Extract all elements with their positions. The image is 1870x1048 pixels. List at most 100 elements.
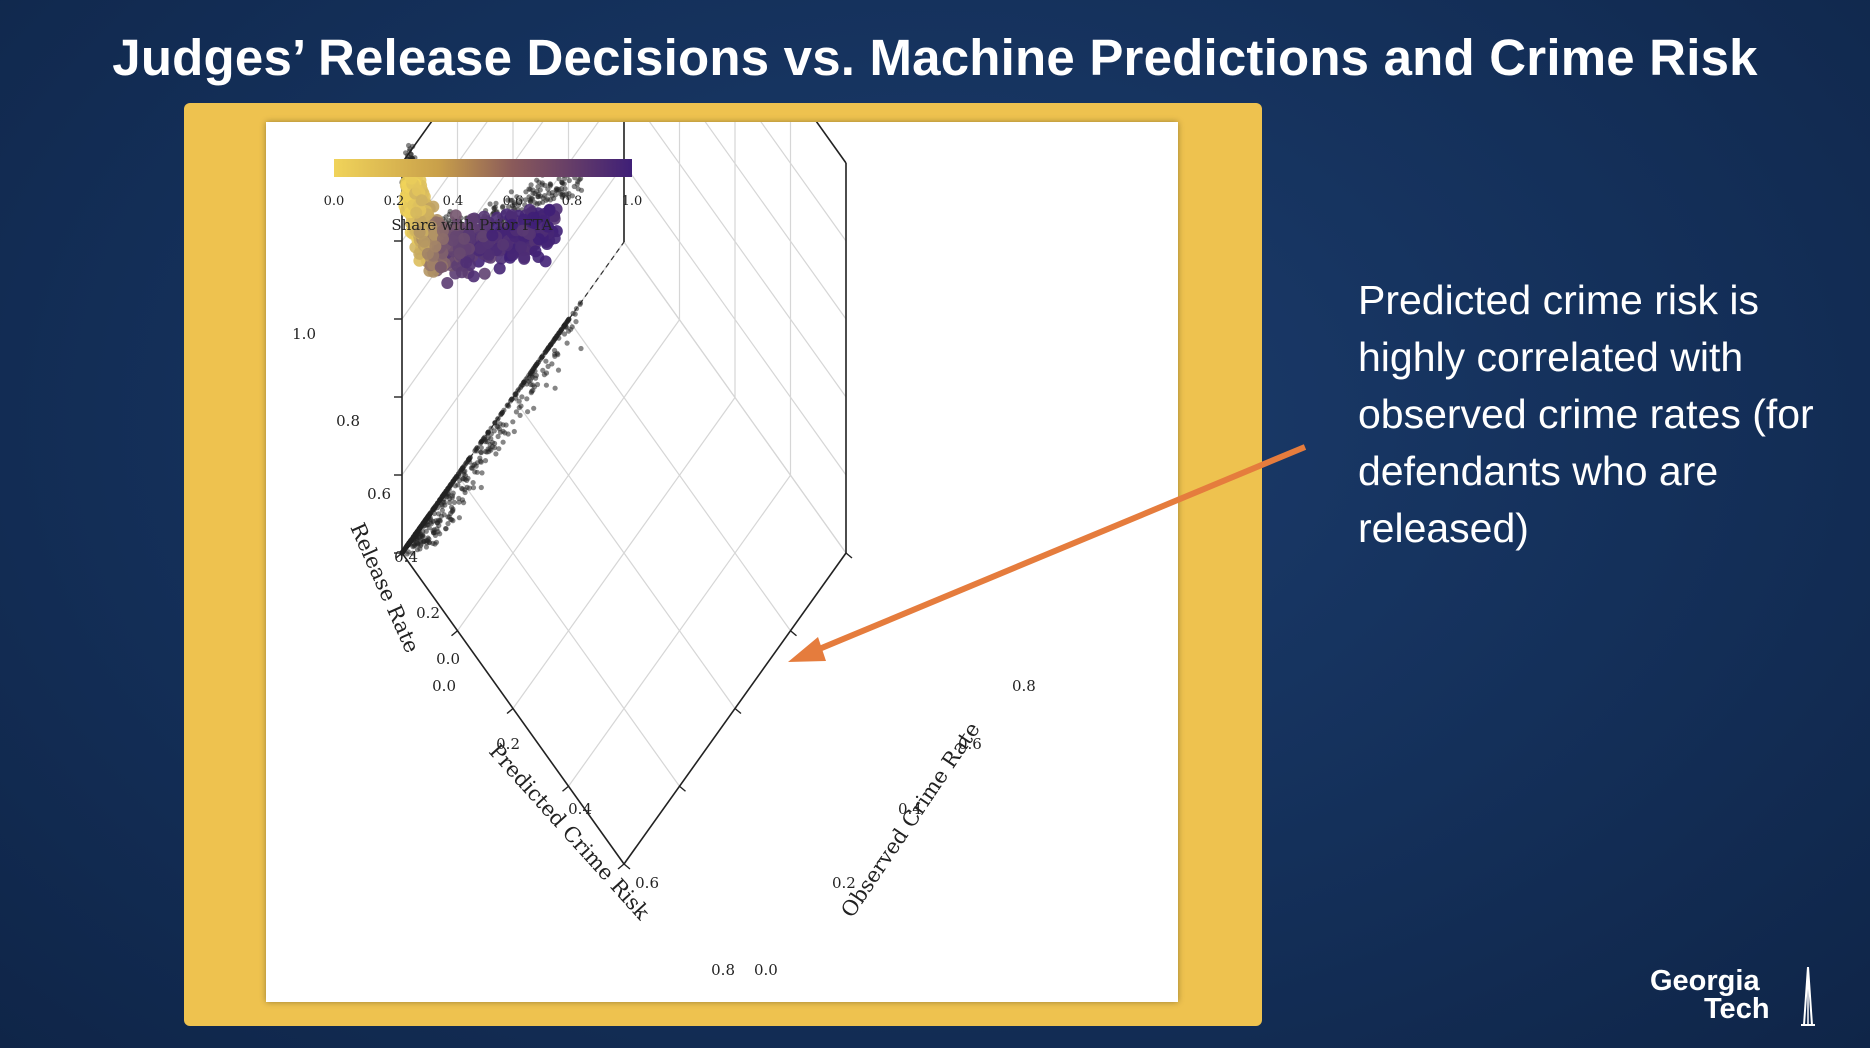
data-point — [456, 515, 462, 521]
data-point — [404, 551, 410, 557]
data-point — [524, 375, 530, 381]
x-tick-0.6: 0.6 — [635, 874, 659, 892]
data-point — [446, 234, 459, 247]
data-point — [470, 485, 477, 491]
data-point — [559, 192, 565, 198]
grid-line — [623, 241, 847, 554]
data-point — [440, 492, 446, 499]
data-point — [572, 311, 578, 317]
data-point — [478, 484, 484, 491]
georgia-tech-logo: Georgia Tech — [1646, 967, 1826, 1033]
logo-text-line2: Tech — [1704, 993, 1770, 1025]
grid-line — [401, 163, 625, 476]
data-point — [485, 434, 491, 441]
data-point — [458, 232, 471, 245]
data-point — [571, 183, 577, 190]
data-point — [426, 525, 432, 531]
data-point — [478, 450, 484, 456]
data-point — [455, 266, 468, 279]
data-point — [449, 209, 462, 222]
data-point — [489, 439, 495, 446]
data-point — [499, 204, 506, 210]
data-point — [530, 190, 536, 196]
data-point — [569, 324, 575, 330]
data-point — [425, 538, 431, 544]
data-point — [523, 197, 529, 203]
data-point — [485, 430, 491, 436]
data-point — [443, 526, 449, 532]
y-tick-0.6: 0.6 — [958, 735, 982, 753]
data-point — [491, 211, 504, 224]
data-point — [531, 405, 537, 411]
data-point — [543, 382, 549, 388]
data-point — [466, 213, 479, 226]
data-point — [528, 195, 534, 201]
grid-line — [704, 122, 847, 320]
data-point — [531, 384, 537, 390]
x-tick-0.0: 0.0 — [432, 677, 456, 695]
data-point — [552, 353, 558, 359]
data-point — [493, 451, 499, 457]
data-point — [516, 405, 522, 411]
data-point — [559, 179, 565, 186]
data-point — [482, 248, 495, 261]
data-point — [508, 197, 514, 203]
data-point — [482, 458, 489, 464]
data-point — [517, 412, 523, 418]
x-tick-0.8: 0.8 — [711, 961, 735, 979]
z-tick-0.0: 0.0 — [436, 650, 460, 668]
data-point — [516, 224, 529, 237]
data-point — [460, 464, 466, 470]
data-point — [413, 536, 419, 542]
data-point — [552, 385, 558, 391]
data-point — [439, 507, 445, 513]
data-point — [555, 367, 562, 373]
data-point — [482, 448, 488, 455]
data-point — [519, 394, 525, 400]
data-point — [488, 425, 494, 431]
colorbar-tick: 0.4 — [443, 194, 464, 209]
data-point — [452, 483, 458, 489]
data-point — [500, 439, 506, 445]
data-point — [487, 201, 493, 207]
data-point — [411, 184, 424, 197]
data-point — [518, 251, 531, 264]
data-point — [432, 541, 438, 547]
data-point — [556, 176, 562, 182]
data-point — [418, 543, 424, 549]
data-point — [432, 530, 438, 536]
y-tick-mark — [679, 785, 686, 792]
data-point — [497, 238, 510, 251]
data-point — [562, 186, 568, 192]
data-point — [410, 544, 416, 550]
data-point — [413, 226, 426, 239]
data-point — [566, 177, 572, 184]
data-point — [464, 484, 470, 490]
data-point — [534, 188, 540, 194]
data-point — [414, 540, 420, 546]
data-point — [566, 316, 572, 322]
data-point — [515, 241, 527, 254]
data-point — [441, 277, 454, 289]
data-point — [549, 361, 555, 367]
y-tick-mark — [790, 630, 797, 637]
slide-title: Judges’ Release Decisions vs. Machine Pr… — [112, 29, 1758, 86]
data-point — [528, 182, 534, 188]
data-point — [540, 367, 546, 373]
data-point — [437, 531, 443, 537]
plot-area: 1.0 0.8 0.6 0.4 0.2 0.0 Release Rate 0.0… — [266, 122, 1178, 1002]
data-point — [416, 527, 422, 533]
data-point — [535, 184, 541, 190]
data-point — [564, 340, 570, 346]
colorbar-gradient — [334, 159, 632, 177]
data-point — [500, 428, 506, 434]
data-point — [526, 186, 532, 192]
data-point — [460, 476, 466, 482]
data-point — [505, 209, 518, 222]
data-point — [575, 186, 581, 192]
data-point — [506, 218, 519, 231]
grid-line — [568, 319, 791, 632]
data-point — [460, 256, 473, 269]
data-point — [541, 220, 554, 233]
colorbar-label: Share with Prior FTA — [391, 216, 552, 234]
